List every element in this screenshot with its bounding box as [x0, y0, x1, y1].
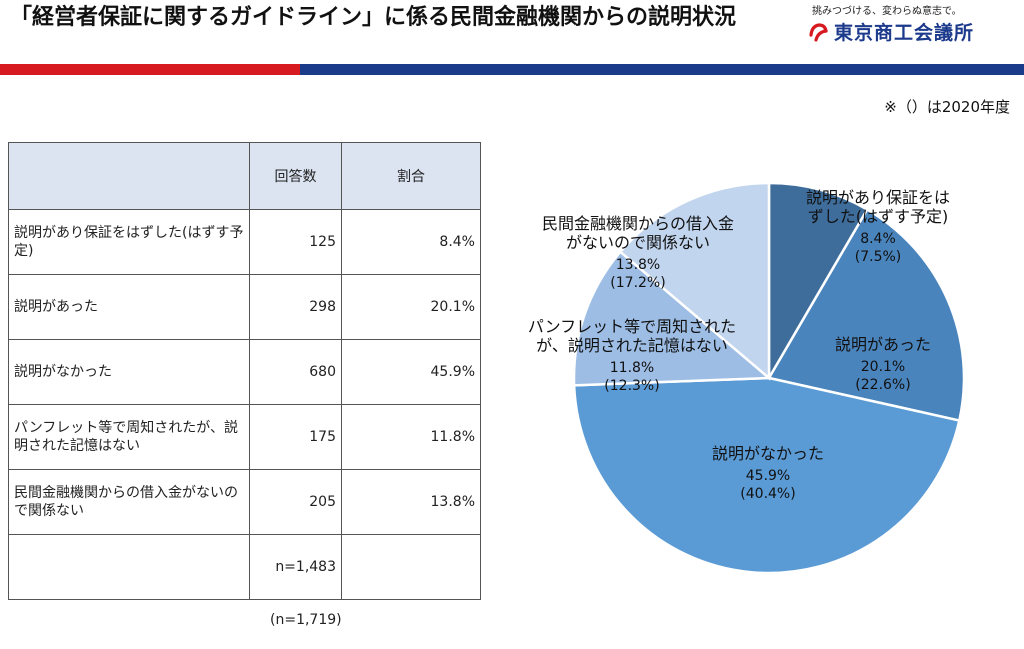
- table-row: 説明があり保証をはずした(はずす予定) 125 8.4%: [8, 209, 481, 275]
- slice-value-label: 11.8%: [610, 360, 654, 376]
- slice-label: 民間金融機関からの借入金: [542, 214, 734, 233]
- slice-prev-value-label: (40.4%): [740, 486, 795, 502]
- slice-value-label: 13.8%: [616, 257, 660, 273]
- row-label: 説明があり保証をはずした(はずす予定): [8, 209, 250, 275]
- sample-size-current: n=1,483: [249, 534, 342, 600]
- results-table: 回答数 割合 説明があり保証をはずした(はずす予定) 125 8.4% 説明があ…: [8, 142, 481, 600]
- table-header-row: 回答数 割合: [8, 142, 481, 210]
- row-ratio: 20.1%: [341, 274, 481, 340]
- row-label: パンフレット等で周知されたが、説明された記憶はない: [8, 404, 250, 470]
- slice-label: がないので関係ない: [566, 233, 710, 252]
- header-divider-blue: [300, 64, 1024, 75]
- slice-label: 説明がなかった: [712, 444, 824, 463]
- slice-prev-value-label: (22.6%): [855, 377, 910, 393]
- slice-label: が、説明された記憶はない: [536, 336, 728, 355]
- table-row: 説明があった 298 20.1%: [8, 274, 481, 340]
- row-ratio: 13.8%: [341, 469, 481, 535]
- table-total-row: n=1,483: [8, 534, 481, 600]
- row-label: 民間金融機関からの借入金がないので関係ない: [8, 469, 250, 535]
- slice-value-label: 20.1%: [861, 359, 905, 375]
- row-count: 175: [249, 404, 342, 470]
- total-label-blank: [8, 534, 250, 600]
- slice-prev-value-label: (7.5%): [855, 249, 902, 265]
- sample-size-previous: (n=1,719): [270, 612, 342, 628]
- slice-label: 説明があった: [835, 335, 931, 354]
- slice-prev-value-label: (12.3%): [604, 378, 659, 394]
- slice-prev-value-label: (17.2%): [610, 275, 665, 291]
- tcci-logo-icon: [809, 23, 828, 42]
- slice-label: ずした(はずす予定): [808, 207, 949, 226]
- header-cell-blank: [8, 142, 250, 210]
- row-label: 説明があった: [8, 274, 250, 340]
- total-ratio-blank: [341, 534, 481, 600]
- row-count: 205: [249, 469, 342, 535]
- pie-slice: [767, 181, 869, 383]
- pie-slice: [572, 250, 773, 387]
- logo: 東京商工会議所: [808, 18, 974, 44]
- pie-slice: [572, 376, 961, 575]
- table-row: 民間金融機関からの借入金がないので関係ない 205 13.8%: [8, 469, 481, 535]
- logo-name: 東京商工会議所: [834, 21, 975, 44]
- header-cell-ratio: 割合: [341, 142, 481, 210]
- pie-slice: [767, 207, 966, 423]
- row-ratio: 45.9%: [341, 339, 481, 405]
- table-row: 説明がなかった 680 45.9%: [8, 339, 481, 405]
- slice-value-label: 45.9%: [746, 468, 790, 484]
- pie-slice: [618, 181, 771, 381]
- row-count: 680: [249, 339, 342, 405]
- header-divider-red: [0, 64, 300, 75]
- slice-label: 説明があり保証をは: [806, 188, 950, 207]
- row-ratio: 11.8%: [341, 404, 481, 470]
- row-label: 説明がなかった: [8, 339, 250, 405]
- logo-tagline: 挑みつづける、変わらぬ意志で。: [812, 6, 962, 17]
- page-title: 「経営者保証に関するガイドライン」に係る民間金融機関からの説明状況: [10, 5, 737, 30]
- row-ratio: 8.4%: [341, 209, 481, 275]
- header-cell-count: 回答数: [249, 142, 342, 210]
- slice-label: パンフレット等で周知された: [528, 317, 736, 336]
- year-note: ※（）は2020年度: [884, 98, 1010, 116]
- row-count: 125: [249, 209, 342, 275]
- slice-value-label: 8.4%: [860, 231, 896, 247]
- table-row: パンフレット等で周知されたが、説明された記憶はない 175 11.8%: [8, 404, 481, 470]
